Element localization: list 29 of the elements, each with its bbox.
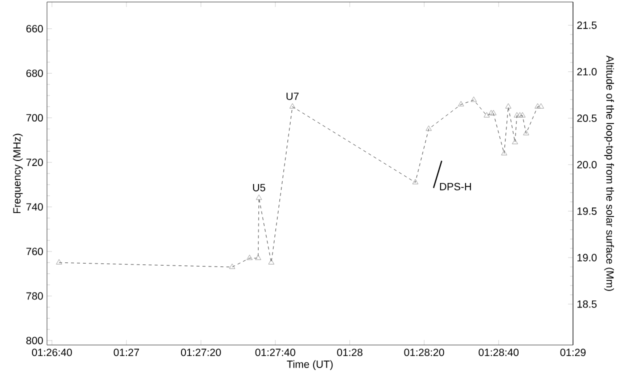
x-tick-label: 01:27:40 (255, 348, 296, 356)
y2-tick-label: 19.5 (578, 207, 597, 215)
x-tick-label: 01:26:40 (32, 348, 72, 356)
y-tick-label: 780 (26, 292, 43, 300)
y2-tick-label: 21.5 (577, 22, 597, 29)
y-axis-title: Frequency (MHz) (12, 134, 23, 214)
y-tick-label: 760 (26, 248, 43, 256)
x-tick-label: 01:28:40 (478, 348, 519, 356)
y-tick-label: 700 (26, 114, 43, 122)
y-tick-label: 660 (26, 25, 43, 32)
annotation: U5 (253, 184, 266, 192)
y2-tick-label: 20.5 (577, 114, 597, 122)
y2-tick-label: 19.0 (578, 254, 597, 262)
x-tick-label: 01:27 (114, 348, 139, 356)
annotation: DPS-H (440, 182, 471, 190)
x-tick-label: 01:28 (337, 348, 362, 356)
x-tick-label: 01:28:20 (404, 348, 444, 356)
y-tick-label: 740 (26, 203, 43, 211)
y2-tick-label: 21.0 (577, 68, 597, 76)
y-tick-label: 800 (26, 336, 43, 344)
annotation: U7 (286, 92, 299, 100)
y2-tick-label: 18.5 (578, 300, 597, 308)
x-tick-label: 01:27:20 (180, 348, 221, 356)
y-tick-label: 680 (26, 70, 43, 77)
y2-axis-title: Altitude of the loop-top from the solar surface (Mm) (604, 55, 614, 291)
y-tick-label: 720 (26, 158, 43, 166)
x-tick-label: 01:29 (560, 348, 586, 356)
y2-tick-label: 20.0 (577, 160, 597, 168)
x-axis-title: Time (UT) (286, 360, 333, 370)
